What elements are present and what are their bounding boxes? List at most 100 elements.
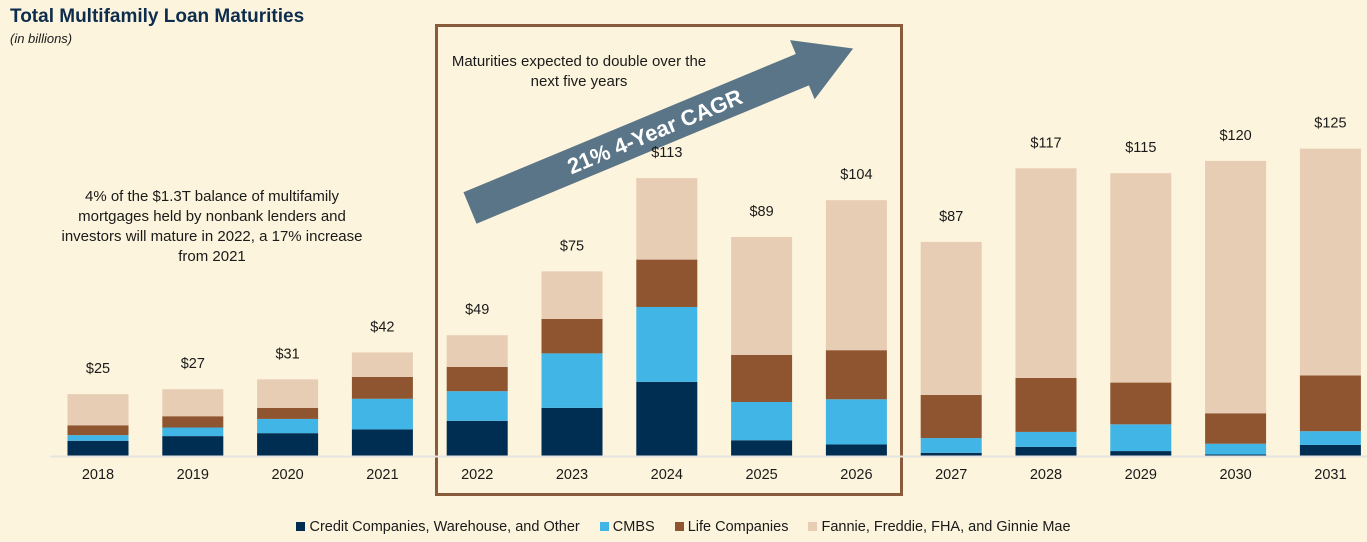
data-label-total: $117	[1030, 135, 1061, 151]
bar-segment-2019-3	[162, 389, 224, 417]
bar-segment-2018-0	[67, 440, 129, 456]
data-label-total: $42	[370, 319, 394, 335]
x-tick-label: 2018	[82, 467, 114, 483]
x-tick-label: 2024	[651, 467, 683, 483]
bar-segment-2026-0	[825, 444, 887, 456]
bar-segment-2025-1	[731, 401, 793, 441]
data-label-total: $104	[840, 167, 872, 183]
x-tick-label: 2025	[745, 467, 777, 483]
bar-segment-2031-1	[1299, 431, 1361, 445]
cagr-arrow-label: 21% 4-Year CAGR	[564, 84, 746, 179]
left-annotation: 4% of the $1.3T balance of multifamily m…	[61, 188, 363, 265]
x-tick-label: 2029	[1125, 467, 1157, 483]
x-tick-label: 2030	[1219, 467, 1251, 483]
bar-segment-2022-3	[446, 335, 508, 367]
bar-segment-2028-2	[1015, 377, 1077, 432]
data-label-total: $75	[560, 238, 584, 254]
bar-segment-2027-0	[920, 452, 982, 456]
bar-segment-2030-0	[1205, 454, 1267, 456]
bar-segment-2028-0	[1015, 446, 1077, 456]
bar-segment-2019-2	[162, 416, 224, 428]
highlight-box	[435, 24, 903, 496]
bar-segment-2031-3	[1299, 148, 1361, 376]
bar-segment-2030-3	[1205, 160, 1267, 414]
data-label-total: $120	[1219, 128, 1251, 144]
bar-segment-2018-1	[67, 435, 129, 441]
bar-segment-2029-2	[1110, 382, 1172, 425]
bar-segment-2030-2	[1205, 413, 1267, 444]
bar-segment-2024-2	[636, 259, 698, 307]
bar-segment-2021-0	[351, 429, 413, 456]
x-tick-label: 2022	[461, 467, 493, 483]
bar-segment-2022-0	[446, 420, 508, 456]
bar-segment-2022-1	[446, 391, 508, 421]
bar-segment-2018-3	[67, 394, 129, 426]
bar-segment-2020-2	[257, 407, 319, 419]
bar-segment-2020-0	[257, 433, 319, 456]
data-label-total: $87	[939, 209, 963, 225]
x-tick-label: 2027	[935, 467, 967, 483]
legend-swatch	[674, 522, 684, 531]
bar-segment-2018-2	[67, 425, 129, 436]
box-annotation: Maturities expected to double over the n…	[451, 53, 707, 90]
bar-segment-2022-2	[446, 366, 508, 392]
legend-item-credit: Credit Companies, Warehouse, and Other	[296, 519, 580, 535]
bar-segment-2028-1	[1015, 431, 1077, 447]
legend-label: Life Companies	[687, 519, 789, 535]
legend-item-cmbs: CMBS	[599, 519, 655, 535]
x-tick-label: 2023	[556, 467, 588, 483]
bar-segment-2023-2	[541, 319, 603, 354]
x-tick-label: 2020	[271, 467, 303, 483]
bar-segment-2020-1	[257, 418, 319, 434]
x-tick-label: 2026	[840, 467, 872, 483]
bar-segment-2023-1	[541, 353, 603, 408]
bar-segment-2024-1	[636, 306, 698, 382]
bar-segment-2019-0	[162, 436, 224, 456]
bar-segment-2030-1	[1205, 443, 1267, 455]
bar-segment-2031-2	[1299, 375, 1361, 432]
bar-segment-2026-2	[825, 350, 887, 400]
bar-segment-2027-1	[920, 438, 982, 453]
bar-segment-2027-3	[920, 241, 982, 395]
bar-segment-2027-2	[920, 394, 982, 439]
bar-segment-2019-1	[162, 427, 224, 437]
bar-segment-2029-0	[1110, 451, 1172, 456]
legend-swatch	[296, 522, 306, 531]
data-label-total: $115	[1125, 140, 1156, 156]
x-tick-label: 2028	[1030, 467, 1062, 483]
bar-segment-2024-0	[636, 381, 698, 456]
bar-segment-2021-1	[351, 398, 413, 430]
bar-segment-2029-1	[1110, 424, 1172, 452]
bars-group: $25 2018 $27 2019 $31 2020 $42 2021 $49 2022 $75 20…	[67, 116, 1361, 483]
bar-segment-2025-3	[731, 237, 793, 355]
data-label-total: $31	[275, 346, 299, 362]
legend-label: CMBS	[612, 519, 655, 535]
data-label-total: $27	[181, 356, 205, 372]
bar-segment-2023-0	[541, 407, 603, 456]
legend-swatch	[808, 522, 818, 531]
bar-segment-2025-0	[731, 440, 793, 456]
legend-swatch	[599, 522, 609, 531]
bar-segment-2023-3	[541, 271, 603, 320]
legend-item-agency: Fannie, Freddie, FHA, and Ginnie Mae	[808, 519, 1071, 535]
legend-label: Credit Companies, Warehouse, and Other	[309, 519, 580, 535]
bar-segment-2024-3	[636, 178, 698, 260]
bar-segment-2026-3	[825, 200, 887, 351]
bar-segment-2031-0	[1299, 444, 1361, 456]
data-label-total: $89	[749, 204, 773, 220]
chart-title: Total Multifamily Loan Maturities	[10, 6, 305, 27]
bar-segment-2028-3	[1015, 168, 1077, 378]
legend-item-life: Life Companies	[674, 519, 789, 535]
legend: Credit Companies, Warehouse, and Other C…	[0, 519, 1367, 535]
bar-segment-2021-2	[351, 376, 413, 399]
chart-subtitle: (in billions)	[10, 31, 73, 46]
bar-segment-2029-3	[1110, 173, 1172, 383]
bar-segment-2025-2	[731, 354, 793, 402]
data-label-total: $125	[1314, 116, 1346, 132]
x-tick-label: 2019	[177, 467, 209, 483]
legend-label: Fannie, Freddie, FHA, and Ginnie Mae	[821, 519, 1071, 535]
data-label-total: $113	[651, 145, 682, 161]
bar-segment-2021-3	[351, 352, 413, 377]
bar-segment-2026-1	[825, 399, 887, 445]
